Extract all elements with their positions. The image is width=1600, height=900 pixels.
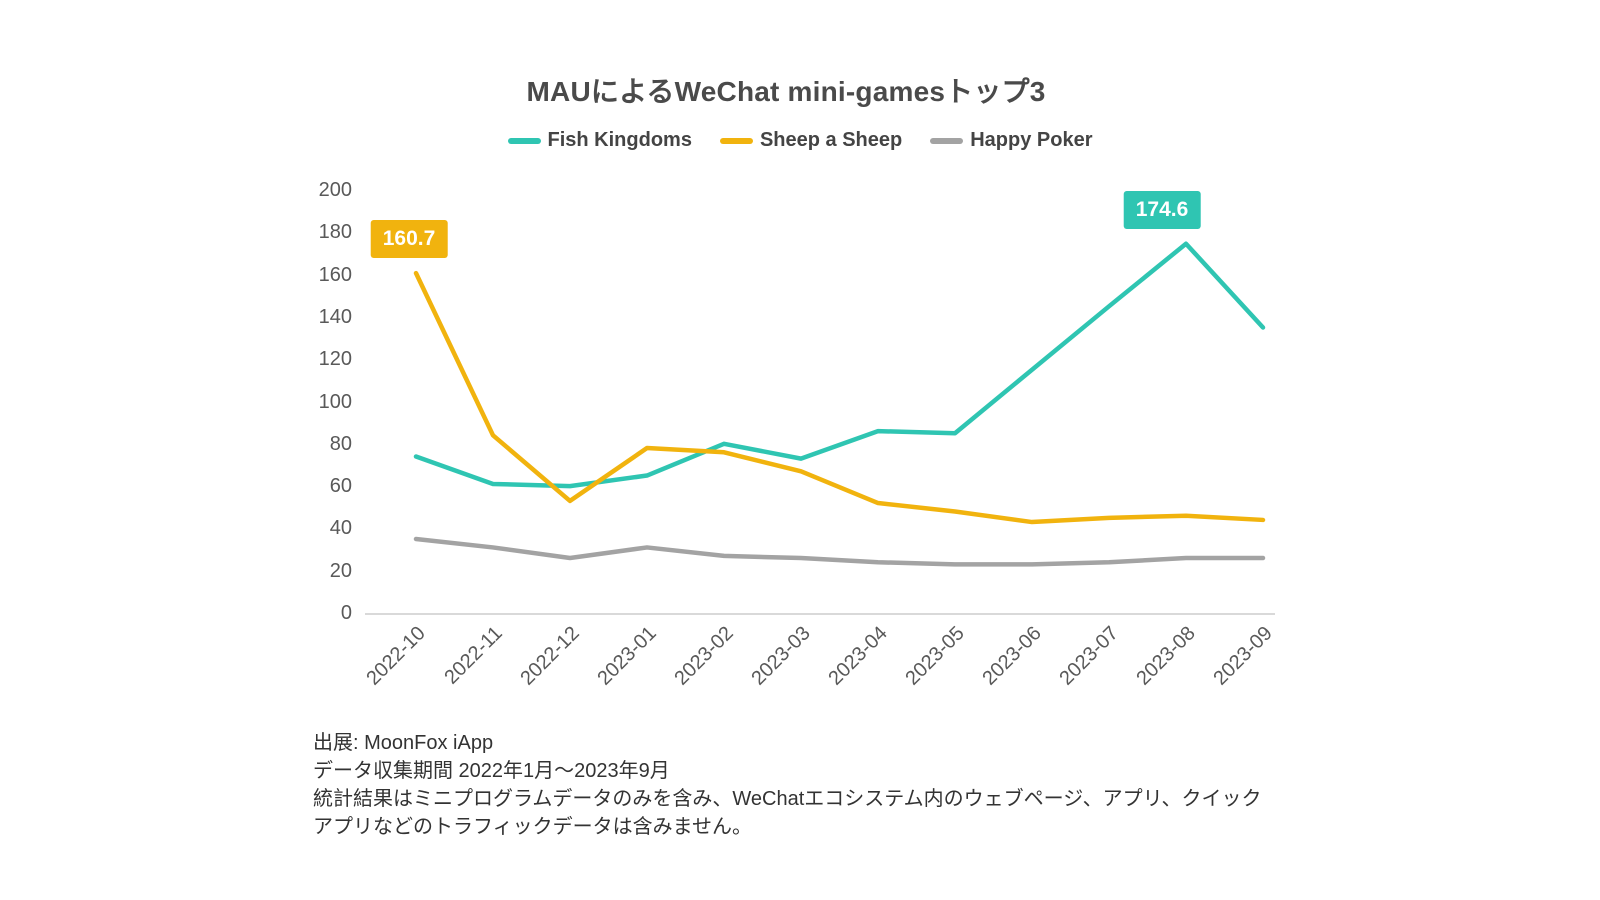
legend-item-happy-poker: Happy Poker xyxy=(930,129,1093,152)
legend-label-sheep-a-sheep: Sheep a Sheep xyxy=(759,129,903,151)
legend-swatch-fish-kingdoms xyxy=(507,137,541,144)
y-tick-label: 160 xyxy=(318,263,352,286)
source-note: 出展: MoonFox iApp データ収集期間 2022年1月～2023年9月統… xyxy=(313,729,1313,841)
legend-label-happy-poker: Happy Poker xyxy=(970,129,1093,151)
y-tick-label: 0 xyxy=(340,602,352,624)
legend-swatch-sheep-a-sheep xyxy=(719,137,753,144)
y-tick-label: 120 xyxy=(318,348,352,371)
legend: Fish Kingdoms Sheep a Sheep Happy Poker xyxy=(0,129,1600,152)
y-tick-label: 40 xyxy=(329,517,352,540)
legend-item-fish-kingdoms: Fish Kingdoms xyxy=(507,129,692,152)
happy-poker-line xyxy=(413,536,1266,567)
source-line: データ収集期間 2022年1月～2023年9月 xyxy=(313,760,670,782)
source-line: アプリなどのトラフィックデータは含みません。 xyxy=(313,816,752,838)
y-tick-label: 140 xyxy=(318,305,352,328)
y-tick-label: 100 xyxy=(318,390,352,413)
y-tick-label: 180 xyxy=(318,221,352,244)
sheep-a-sheep-line xyxy=(413,270,1266,525)
chart-title: MAUによるWeChat mini-gamesトップ3 xyxy=(526,76,1046,107)
fish-kingdoms-line xyxy=(413,241,1266,489)
y-tick-label: 80 xyxy=(329,432,352,455)
y-tick-label: 200 xyxy=(318,179,352,201)
y-tick-label: 60 xyxy=(329,475,352,498)
data-label-sheep-a-sheep: 160.7 xyxy=(370,220,448,259)
source-line: 統計結果はミニプログラムデータのみを含み、WeChatエコシステム内のウェブペー… xyxy=(313,788,1262,810)
y-tick-label: 20 xyxy=(329,559,352,582)
legend-item-sheep-a-sheep: Sheep a Sheep xyxy=(719,129,903,152)
data-label-fish-kingdoms: 174.6 xyxy=(1123,190,1201,229)
legend-swatch-happy-poker xyxy=(930,137,964,144)
source-line: 出展: MoonFox iApp xyxy=(313,732,494,754)
legend-label-fish-kingdoms: Fish Kingdoms xyxy=(547,129,692,151)
